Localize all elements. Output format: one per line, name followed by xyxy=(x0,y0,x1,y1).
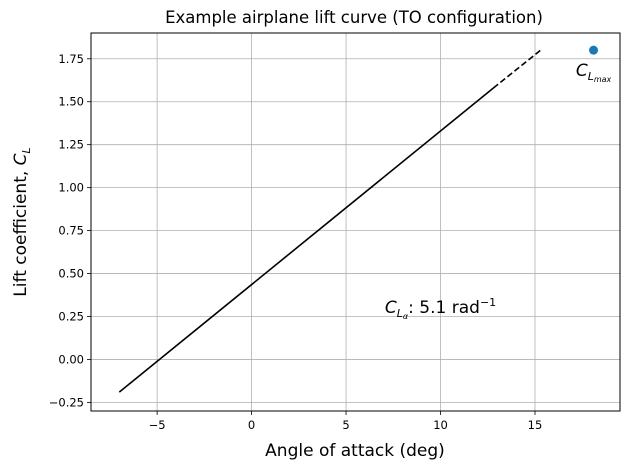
y-tick-label: 1.50 xyxy=(58,95,84,109)
x-tick-label: 0 xyxy=(248,418,255,432)
y-tick-label: 1.75 xyxy=(58,52,84,66)
lift-curve-dashed-line xyxy=(492,49,542,89)
annotation-symbol: C xyxy=(385,298,397,318)
y-axis-label-symbol: C xyxy=(11,153,31,165)
y-tick-label: 0.50 xyxy=(58,267,84,281)
annotation-superscript: −1 xyxy=(480,296,496,309)
annotation-subscript: L xyxy=(397,307,403,320)
y-tick-label: 0.00 xyxy=(58,352,84,366)
y-axis-label-subscript: L xyxy=(20,147,33,153)
data-series xyxy=(118,45,599,393)
y-tick-label: 0.75 xyxy=(58,224,84,238)
annotation-text: : 5.1 rad xyxy=(408,298,480,318)
annotation-subsubscript: α xyxy=(403,312,409,321)
clmax-point xyxy=(589,45,599,55)
annotation-subscript: L xyxy=(588,70,594,83)
annotation-symbol: C xyxy=(576,61,588,81)
grid xyxy=(91,33,620,411)
axis-ticks: −5 0 5 10 15 −0.25 0.00 0.25 0.50 0.75 1.00 1.25 1.5… xyxy=(49,52,543,432)
x-tick-label: 5 xyxy=(342,418,349,432)
lift-curve-line xyxy=(118,87,494,393)
annotation-clmax: CLmax xyxy=(576,61,612,84)
annotation-cla: CLα: 5.1 rad−1 xyxy=(385,296,496,321)
chart-title: Example airplane lift curve (TO configur… xyxy=(165,8,543,27)
y-tick-label: 0.25 xyxy=(58,310,84,324)
y-tick-label: −0.25 xyxy=(49,395,84,409)
y-axis-label-text: Lift coefficient, xyxy=(11,165,31,296)
y-tick-label: 1.00 xyxy=(58,181,84,195)
x-axis-label: Angle of attack (deg) xyxy=(265,441,445,461)
plot-frame xyxy=(90,32,621,412)
x-tick-label: 15 xyxy=(528,418,543,432)
x-tick-label: 10 xyxy=(433,418,448,432)
y-axis-label: Lift coefficient, CL xyxy=(11,147,33,296)
x-tick-label: −5 xyxy=(149,418,166,432)
annotation-subsubscript: max xyxy=(594,75,612,84)
y-tick-label: 1.25 xyxy=(58,138,84,152)
